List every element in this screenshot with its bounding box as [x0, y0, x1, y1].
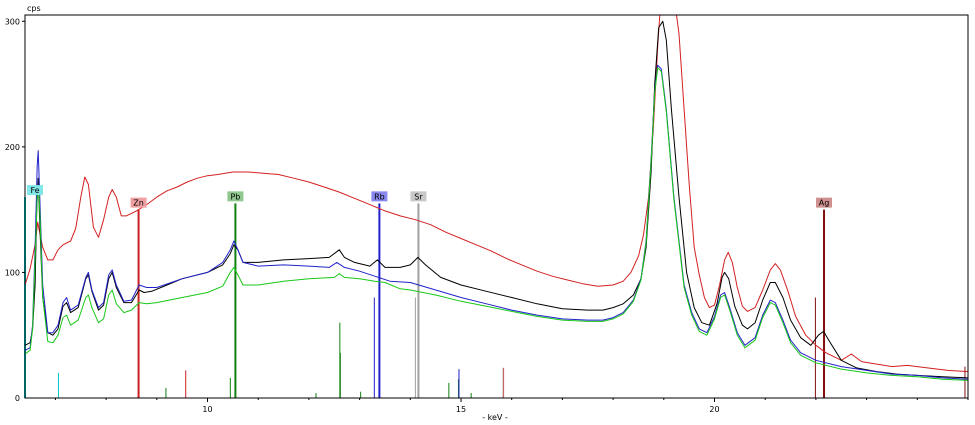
spectrum-series-3	[25, 64, 968, 380]
y-axis-unit-label: cps	[27, 4, 41, 13]
spectrum-series	[25, 15, 968, 381]
element-label-bg	[227, 191, 244, 202]
x-tick-label: 15	[456, 405, 466, 414]
x-axis-title: - keV -	[482, 413, 508, 422]
element-label-ag: Ag	[819, 199, 830, 208]
element-labels: Fe Zn Pb Rb Sr Ag	[27, 185, 833, 208]
element-label-bg	[27, 185, 43, 196]
element-label-fe: Fe	[30, 186, 39, 195]
y-tick-label: 100	[5, 268, 20, 277]
y-tick-label: 200	[5, 143, 20, 152]
element-label-bg	[410, 191, 427, 202]
x-tick-label: 10	[202, 405, 212, 414]
element-label-bg	[371, 191, 388, 202]
y-tick-label: 300	[5, 17, 20, 26]
element-label-pb: Pb	[230, 192, 240, 201]
spectrum-series-1	[25, 15, 968, 373]
element-label-bg	[816, 197, 833, 208]
element-label-sr: Sr	[414, 192, 423, 201]
element-label-rb: Rb	[374, 192, 385, 201]
spectrum-series-4	[25, 67, 968, 381]
y-tick-label-zero: 0	[15, 394, 20, 403]
axes: 100 200 300 0 10 15 20	[5, 14, 969, 414]
element-label-bg	[130, 197, 147, 208]
plot-frame	[24, 14, 969, 399]
x-tick-label: 20	[709, 405, 719, 414]
element-label-zn: Zn	[133, 199, 144, 208]
